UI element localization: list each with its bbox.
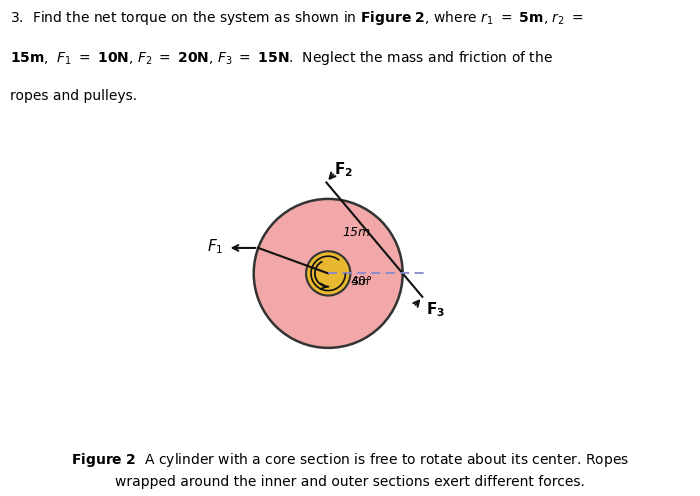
Text: wrapped around the inner and outer sections exert different forces.: wrapped around the inner and outer secti…	[115, 475, 585, 489]
Text: $\mathit{F_1}$: $\mathit{F_1}$	[206, 238, 223, 256]
Text: $40°$: $40°$	[350, 275, 373, 288]
Text: $\mathbf{15m}$,  $\mathit{F_1}$ $=$ $\mathbf{10N}$, $\mathit{F_2}$ $=$ $\mathbf{: $\mathbf{15m}$, $\mathit{F_1}$ $=$ $\mat…	[10, 49, 554, 67]
Circle shape	[253, 199, 402, 348]
Text: $\mathbf{F_3}$: $\mathbf{F_3}$	[426, 301, 445, 319]
Text: ropes and pulleys.: ropes and pulleys.	[10, 89, 138, 104]
Circle shape	[306, 251, 350, 296]
Text: 5m: 5m	[351, 277, 370, 287]
Text: $\mathbf{F_2}$: $\mathbf{F_2}$	[334, 160, 353, 179]
Text: $\mathbf{Figure\ 2}$  A cylinder with a core section is free to rotate about its: $\mathbf{Figure\ 2}$ A cylinder with a c…	[71, 451, 629, 469]
Text: 3.  Find the net torque on the system as shown in $\mathbf{Figure\ 2}$, where $\: 3. Find the net torque on the system as …	[10, 9, 584, 27]
Text: 15m: 15m	[342, 226, 370, 240]
